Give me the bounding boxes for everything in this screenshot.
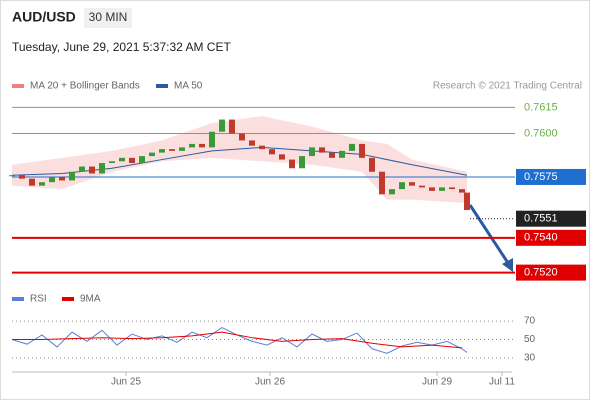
ma-line	[11, 146, 468, 176]
candle	[199, 143, 205, 148]
candle	[369, 157, 375, 172]
candle	[249, 140, 255, 146]
candle	[99, 163, 105, 174]
candle	[279, 154, 285, 160]
level-label: 0.7615	[524, 101, 558, 113]
candle	[19, 175, 25, 179]
candle	[399, 182, 405, 190]
candle	[9, 175, 15, 177]
legend-label: 9MA	[80, 294, 101, 305]
legend-swatch	[156, 84, 168, 88]
candle	[209, 131, 215, 148]
level-label: 0.7520	[524, 267, 558, 279]
candle	[269, 149, 275, 155]
y-tick-label: 30	[524, 353, 536, 364]
credit: Research © 2021 Trading Central	[433, 81, 582, 92]
candle	[449, 187, 455, 190]
candle	[379, 171, 385, 195]
interval: 30 MIN	[89, 10, 128, 24]
candle	[459, 189, 465, 193]
legend-label: RSI	[30, 294, 47, 305]
candle	[109, 161, 115, 164]
indicator-line	[11, 326, 468, 354]
legend-label: MA 20 + Bollinger Bands	[30, 81, 140, 92]
x-tick-label: Jun 25	[111, 377, 141, 388]
y-tick-label: 70	[524, 316, 536, 327]
candle	[319, 147, 325, 153]
candle	[329, 152, 335, 158]
x-tick-label: Jun 26	[255, 377, 285, 388]
candle	[464, 192, 470, 210]
candle	[49, 176, 55, 183]
candle	[119, 157, 125, 162]
candle	[289, 159, 295, 169]
candle	[419, 185, 425, 188]
candle	[89, 166, 95, 174]
bollinger-band	[12, 116, 467, 204]
arrowhead	[502, 258, 513, 272]
level-label: 0.7551	[524, 213, 558, 225]
candle	[229, 119, 235, 134]
x-tick-label: Jul 11	[489, 377, 515, 388]
level-label: 0.7575	[524, 171, 558, 183]
candle	[409, 182, 415, 186]
candle	[79, 166, 85, 172]
y-tick-label: 50	[524, 334, 536, 345]
symbol: AUD/USD	[12, 9, 76, 25]
level-box	[516, 264, 586, 281]
candle	[149, 152, 155, 157]
candle	[389, 189, 395, 195]
x-tick-label: Jun 29	[422, 377, 452, 388]
level-box	[516, 210, 586, 227]
candle	[159, 149, 165, 153]
candle	[259, 145, 265, 150]
level-box	[516, 168, 586, 185]
candle	[429, 187, 435, 191]
candle	[309, 147, 315, 157]
legend-swatch	[12, 84, 24, 88]
level-label: 0.7600	[524, 127, 558, 139]
candle	[349, 143, 355, 151]
legend-label: MA 50	[174, 81, 203, 92]
candle	[129, 157, 135, 164]
level-box	[516, 229, 586, 246]
candle	[39, 182, 45, 186]
candle	[359, 143, 365, 158]
candle	[339, 150, 345, 158]
candle	[299, 156, 305, 169]
interval-box	[84, 8, 132, 28]
indicator-line	[12, 331, 463, 349]
legend-swatch	[62, 297, 74, 301]
candle	[219, 119, 225, 132]
level-label: 0.7540	[524, 232, 558, 244]
candle	[179, 147, 185, 151]
forecast-arrow	[468, 204, 512, 267]
candle	[439, 187, 445, 191]
legend-swatch	[12, 297, 24, 301]
candle	[239, 133, 245, 141]
candle	[189, 143, 195, 148]
candle	[69, 171, 75, 181]
candle	[169, 149, 175, 151]
candle	[29, 178, 35, 186]
candle	[59, 176, 65, 181]
timestamp: Tuesday, June 29, 2021 5:37:32 AM CET	[12, 40, 231, 54]
candle	[139, 156, 145, 164]
